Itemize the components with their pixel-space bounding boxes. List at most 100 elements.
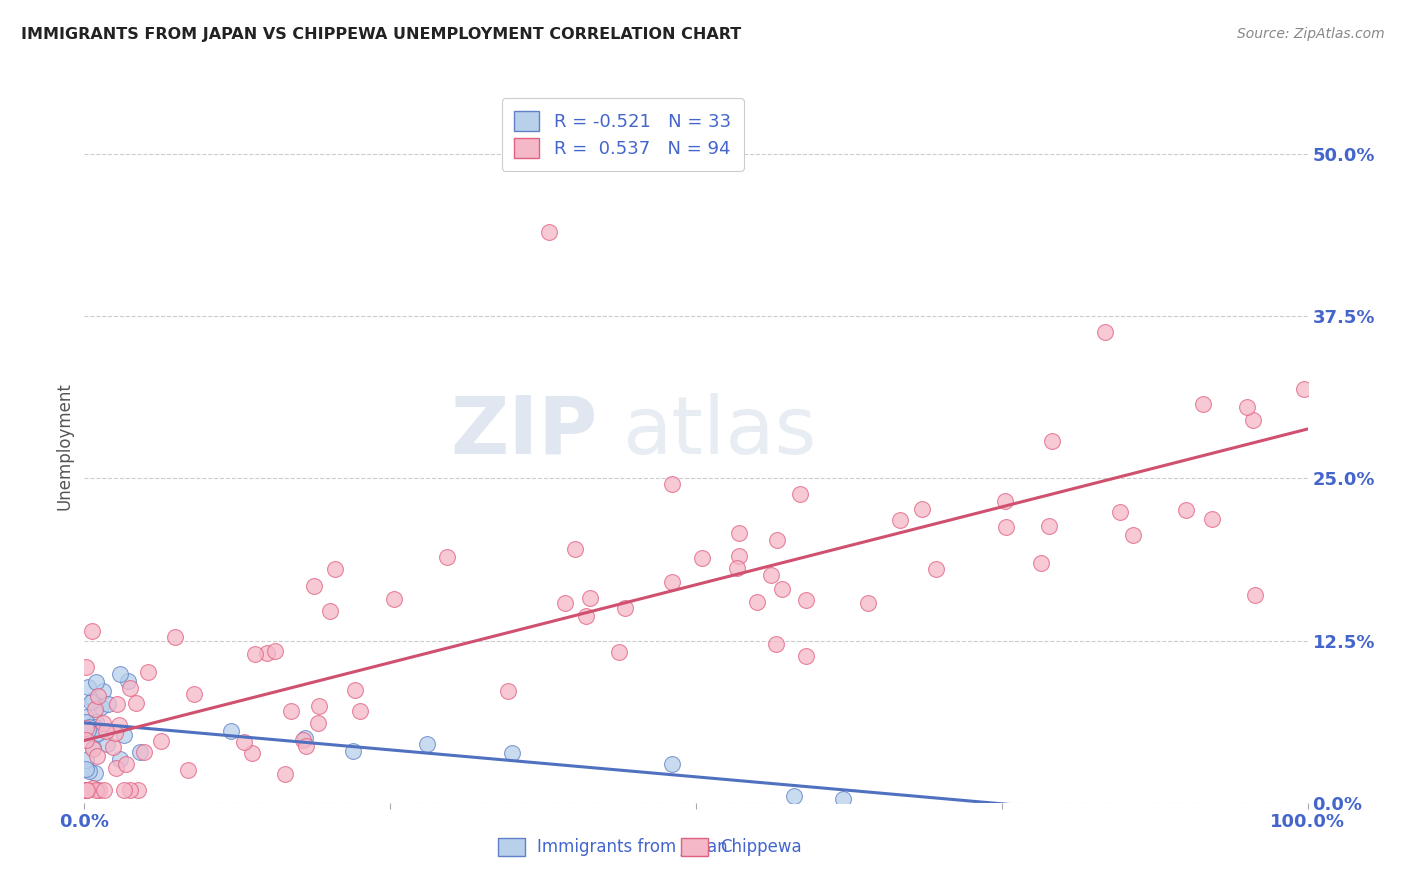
Point (993, 494, 1015, 508)
Point (302, 579, 325, 593)
Legend: R = -0.521   N = 33, R =  0.537   N = 94: R = -0.521 N = 33, R = 0.537 N = 94 (502, 98, 744, 170)
Point (219, 724, 242, 739)
Point (75, 721, 97, 735)
Point (84, 715, 107, 730)
Point (307, 716, 329, 731)
Point (82, 740, 104, 755)
Point (245, 647, 267, 661)
Point (183, 687, 205, 701)
Point (87, 690, 110, 704)
Point (1175, 502, 1198, 516)
Point (165, 630, 187, 644)
Point (256, 646, 278, 660)
Point (1236, 401, 1258, 415)
Point (75, 732, 97, 747)
Point (416, 738, 439, 752)
Text: IMMIGRANTS FROM JAPAN VS CHIPPEWA UNEMPLOYMENT CORRELATION CHART: IMMIGRANTS FROM JAPAN VS CHIPPEWA UNEMPL… (21, 27, 741, 42)
Point (274, 766, 297, 780)
Point (120, 681, 142, 695)
Point (661, 477, 683, 491)
Point (575, 608, 598, 623)
Point (759, 567, 782, 582)
Text: ZIP: ZIP (451, 392, 598, 471)
Point (765, 637, 787, 651)
Point (240, 746, 263, 760)
Text: Immigrants from Japan: Immigrants from Japan (537, 838, 727, 856)
Point (727, 549, 749, 563)
Point (117, 673, 139, 688)
Point (80, 695, 103, 709)
Point (725, 561, 748, 575)
Point (75, 782, 97, 797)
Point (84, 674, 107, 689)
Point (108, 717, 131, 731)
Text: Chippewa: Chippewa (720, 838, 801, 856)
Point (127, 782, 149, 797)
Point (97, 698, 120, 712)
Point (115, 756, 138, 771)
Point (76, 782, 98, 797)
Point (496, 683, 519, 698)
Point (728, 526, 751, 541)
Point (994, 520, 1017, 534)
Point (766, 533, 789, 547)
Point (783, 789, 806, 804)
Point (82, 742, 104, 756)
Point (75, 710, 97, 724)
Point (75, 782, 97, 797)
Point (75, 762, 97, 776)
Point (87, 726, 110, 740)
Point (1192, 397, 1215, 411)
Point (96, 737, 118, 751)
Point (84, 782, 107, 797)
Point (108, 752, 131, 766)
Point (925, 562, 948, 576)
Point (1040, 434, 1063, 449)
Point (82, 780, 104, 795)
Point (80, 624, 103, 639)
Point (75, 753, 97, 767)
Point (382, 591, 405, 606)
Point (1094, 325, 1116, 339)
Point (124, 696, 146, 710)
Point (911, 502, 934, 516)
Point (554, 596, 576, 610)
Point (794, 649, 817, 664)
Point (690, 551, 713, 566)
Point (349, 704, 371, 718)
Point (1108, 505, 1130, 519)
Text: Source: ZipAtlas.com: Source: ZipAtlas.com (1237, 27, 1385, 41)
Point (82, 693, 104, 707)
Point (661, 756, 683, 771)
Point (105, 698, 128, 712)
Point (831, 792, 853, 806)
Point (75, 659, 97, 673)
Point (1292, 382, 1315, 396)
Point (579, 591, 602, 605)
Point (343, 683, 366, 698)
Point (79, 720, 101, 734)
Point (319, 603, 342, 617)
Point (538, 225, 561, 239)
Point (75, 782, 97, 797)
Point (94, 723, 117, 738)
Point (614, 601, 637, 615)
Point (770, 582, 793, 597)
Point (564, 541, 586, 556)
Point (84, 702, 107, 716)
Bar (682, 838, 709, 856)
Point (789, 486, 811, 500)
Point (1038, 519, 1060, 533)
Point (856, 595, 879, 609)
Point (136, 665, 159, 680)
Point (90, 700, 112, 714)
Point (295, 739, 318, 754)
Point (104, 761, 127, 775)
Point (176, 763, 198, 777)
Y-axis label: Unemployment: Unemployment (55, 382, 73, 510)
Point (83, 720, 105, 734)
Point (75, 715, 97, 730)
Point (112, 727, 135, 741)
Point (292, 732, 315, 747)
Point (607, 645, 630, 659)
